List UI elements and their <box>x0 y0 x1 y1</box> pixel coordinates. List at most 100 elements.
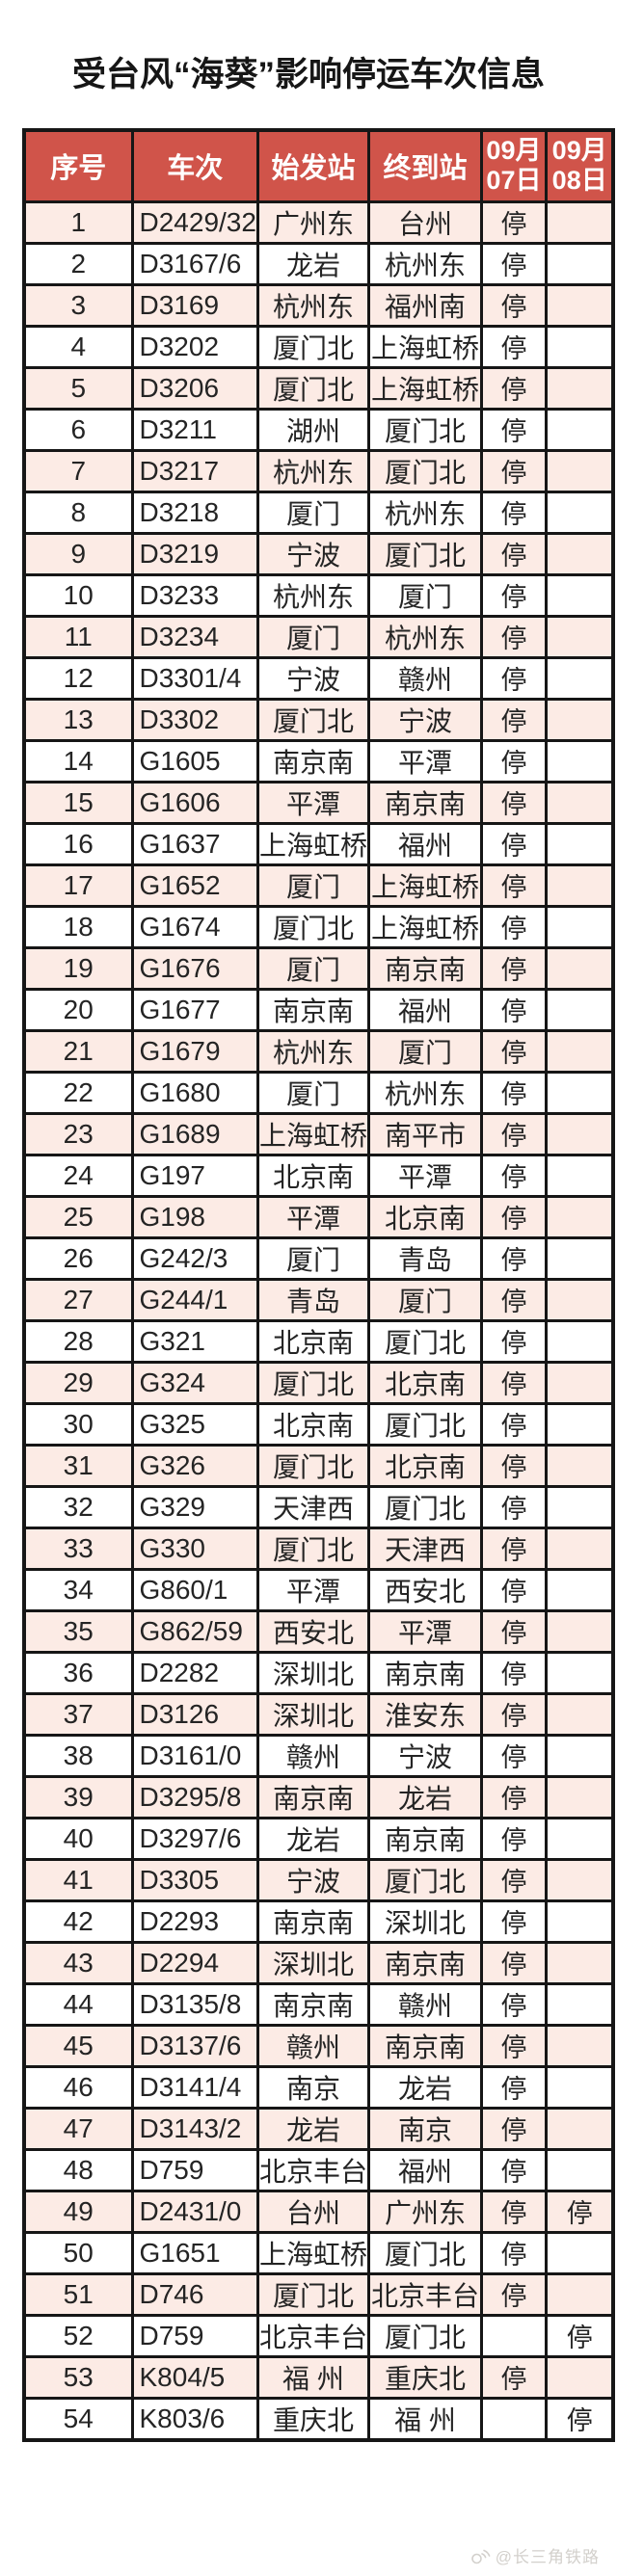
status-0907-cell: 停 <box>479 1277 548 1322</box>
destination-cell: 宁波 <box>366 697 483 742</box>
index-cell: 25 <box>22 1194 134 1239</box>
status-0908-cell <box>544 655 615 701</box>
origin-cell: 厦门 <box>255 945 370 991</box>
index-cell: 51 <box>22 2271 134 2317</box>
origin-cell: 厦门 <box>255 863 370 908</box>
status-0908-cell <box>544 1111 615 1156</box>
train-cell: D3217 <box>130 448 259 493</box>
index-cell: 1 <box>22 199 134 245</box>
status-0908-cell <box>544 365 615 411</box>
train-cell: D759 <box>130 2313 259 2358</box>
status-0908-cell <box>544 1608 615 1654</box>
train-cell: G1676 <box>130 945 259 991</box>
origin-cell: 厦门北 <box>255 324 370 369</box>
train-cell: D759 <box>130 2147 259 2192</box>
status-0907-cell: 停 <box>479 241 548 286</box>
index-cell: 21 <box>22 1028 134 1074</box>
destination-cell: 厦门北 <box>366 2313 483 2358</box>
train-cell: G862/59 <box>130 1608 259 1654</box>
status-0908-cell <box>544 780 615 825</box>
table-row: 22 G1680 厦门 杭州东停 <box>22 1070 615 1115</box>
table-row: 51 D746 厦门北 北京丰台停 <box>22 2271 615 2317</box>
status-0908-cell <box>544 1940 615 1985</box>
destination-cell: 南京南 <box>366 2023 483 2068</box>
train-cell: G1637 <box>130 821 259 866</box>
origin-cell: 杭州东 <box>255 1028 370 1074</box>
table-row: 52 D759 北京丰台 厦门北 停 <box>22 2313 615 2358</box>
index-cell: 38 <box>22 1733 134 1778</box>
origin-cell: 厦门北 <box>255 1443 370 1488</box>
train-cell: D746 <box>130 2271 259 2317</box>
destination-cell: 龙岩 <box>366 1774 483 1819</box>
status-0908-cell <box>544 2064 615 2110</box>
destination-cell: 厦门 <box>366 1277 483 1322</box>
origin-cell: 厦门北 <box>255 697 370 742</box>
train-cell: G1679 <box>130 1028 259 1074</box>
status-0907-cell: 停 <box>479 2354 548 2400</box>
index-cell: 43 <box>22 1940 134 1985</box>
status-0907-cell: 停 <box>479 1111 548 1156</box>
status-0908-cell <box>544 904 615 949</box>
destination-cell: 深圳北 <box>366 1899 483 1944</box>
table-row: 12 D3301/4 宁波 赣州停 <box>22 655 615 701</box>
origin-cell: 厦门 <box>255 1235 370 1281</box>
index-cell: 32 <box>22 1484 134 1529</box>
destination-cell: 福州南 <box>366 282 483 328</box>
status-0908-cell: 停 <box>544 2313 615 2358</box>
status-0907-cell: 停 <box>479 1484 548 1529</box>
origin-cell: 广州东 <box>255 199 370 245</box>
status-0907-cell: 停 <box>479 1816 548 1861</box>
status-0907-cell: 停 <box>479 1443 548 1488</box>
train-cell: G1674 <box>130 904 259 949</box>
status-0907-cell: 停 <box>479 1608 548 1654</box>
origin-cell: 天津西 <box>255 1484 370 1529</box>
status-0908-cell <box>544 1691 615 1737</box>
index-cell: 6 <box>22 407 134 452</box>
train-cell: G1606 <box>130 780 259 825</box>
train-cell: G198 <box>130 1194 259 1239</box>
train-cell: G1689 <box>130 1111 259 1156</box>
train-cell: G324 <box>130 1360 259 1405</box>
destination-cell: 广州东 <box>366 2189 483 2234</box>
table-row: 48 D759 北京丰台 福州停 <box>22 2147 615 2192</box>
destination-cell: 西安北 <box>366 1567 483 1612</box>
table-body: 1 D2429/32 广州东 台州停 2 D3167/6 龙岩 杭州东停 3 D3169 杭州东 福州… <box>22 199 615 2441</box>
page-title: 受台风“海葵”影响停运车次信息 <box>71 56 545 93</box>
destination-cell: 福州 <box>366 987 483 1032</box>
train-cell: D3126 <box>130 1691 259 1737</box>
index-cell: 48 <box>22 2147 134 2192</box>
index-cell: 54 <box>22 2396 134 2441</box>
status-0907-cell: 停 <box>479 904 548 949</box>
col-header-origin: 始发站 <box>255 128 370 203</box>
index-cell: 10 <box>22 572 134 618</box>
destination-cell: 南京南 <box>366 780 483 825</box>
train-cell: D2429/32 <box>130 199 259 245</box>
suspension-table: 序号 车次 始发站 终到站 09月 07日 09月 08日 1 D2429/32 广… <box>22 128 616 2442</box>
table-row: 53 K804/5 福 州重庆北停 <box>22 2354 615 2400</box>
watermark: @长三角铁路 <box>469 2543 600 2567</box>
destination-cell: 杭州东 <box>366 1070 483 1115</box>
destination-cell: 南京南 <box>366 1940 483 1985</box>
destination-cell: 宁波 <box>366 1733 483 1778</box>
origin-cell: 杭州东 <box>255 572 370 618</box>
train-cell: G326 <box>130 1443 259 1488</box>
status-0907-cell: 停 <box>479 2147 548 2192</box>
table-row: 14 G1605 南京南 平潭停 <box>22 738 615 783</box>
status-0908-cell <box>544 2147 615 2192</box>
table-row: 32 G329 天津西 厦门北停 <box>22 1484 615 1529</box>
train-cell: G242/3 <box>130 1235 259 1281</box>
status-0908-cell <box>544 531 615 576</box>
train-cell: D3202 <box>130 324 259 369</box>
status-0907-cell: 停 <box>479 863 548 908</box>
table-row: 1 D2429/32 广州东 台州停 <box>22 199 615 245</box>
col-header-date-0908: 09月 08日 <box>544 128 615 203</box>
train-cell: D3143/2 <box>130 2106 259 2151</box>
table-row: 34 G860/1 平潭 西安北停 <box>22 1567 615 1612</box>
origin-cell: 南京南 <box>255 1774 370 1819</box>
destination-cell: 福 州 <box>366 2396 483 2441</box>
destination-cell: 杭州东 <box>366 614 483 659</box>
status-0907-cell: 停 <box>479 407 548 452</box>
table-row: 13 D3302 厦门北 宁波停 <box>22 697 615 742</box>
train-cell: D3141/4 <box>130 2064 259 2110</box>
index-cell: 5 <box>22 365 134 411</box>
